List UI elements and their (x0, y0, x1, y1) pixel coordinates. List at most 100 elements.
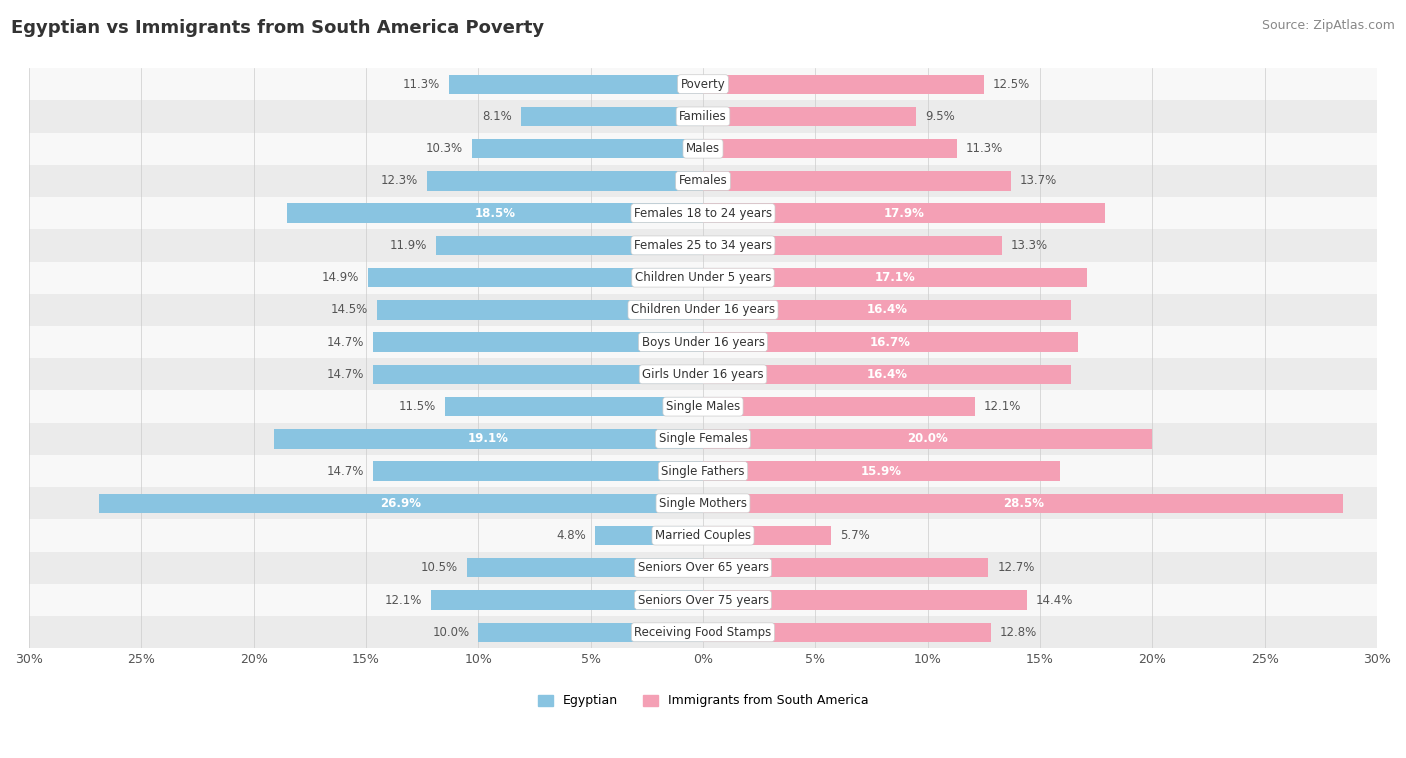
Bar (377, 300, 703, 320)
Text: 9.5%: 9.5% (925, 110, 955, 123)
Bar (373, 365, 703, 384)
Text: 13.3%: 13.3% (1011, 239, 1047, 252)
Bar (30, 197, 1376, 229)
Bar (703, 300, 1071, 320)
Bar (30, 229, 1376, 262)
Bar (373, 333, 703, 352)
Bar (703, 462, 1060, 481)
Bar (703, 365, 1071, 384)
Text: Single Mothers: Single Mothers (659, 496, 747, 510)
Text: 16.4%: 16.4% (866, 368, 908, 381)
Bar (30, 487, 1376, 519)
Bar (432, 590, 703, 609)
Text: 12.8%: 12.8% (1000, 626, 1036, 639)
Text: 20.0%: 20.0% (907, 432, 948, 446)
Text: 11.3%: 11.3% (966, 143, 1002, 155)
Text: 15.9%: 15.9% (860, 465, 903, 478)
Text: 11.9%: 11.9% (389, 239, 426, 252)
Bar (449, 74, 703, 94)
Text: Boys Under 16 years: Boys Under 16 years (641, 336, 765, 349)
Bar (426, 171, 703, 190)
Text: 14.4%: 14.4% (1036, 594, 1073, 606)
Bar (373, 462, 703, 481)
Text: 12.7%: 12.7% (997, 562, 1035, 575)
Bar (30, 326, 1376, 359)
Text: 26.9%: 26.9% (380, 496, 422, 510)
Bar (595, 526, 703, 545)
Text: 11.3%: 11.3% (404, 77, 440, 91)
Bar (30, 455, 1376, 487)
Bar (703, 107, 917, 126)
Bar (703, 236, 1002, 255)
Bar (703, 493, 1343, 513)
Text: 16.7%: 16.7% (870, 336, 911, 349)
Text: 17.1%: 17.1% (875, 271, 915, 284)
Legend: Egyptian, Immigrants from South America: Egyptian, Immigrants from South America (533, 690, 873, 713)
Text: 14.9%: 14.9% (322, 271, 359, 284)
Text: 17.9%: 17.9% (883, 207, 925, 220)
Bar (30, 359, 1376, 390)
Text: Children Under 5 years: Children Under 5 years (634, 271, 772, 284)
Text: Girls Under 16 years: Girls Under 16 years (643, 368, 763, 381)
Text: Seniors Over 75 years: Seniors Over 75 years (637, 594, 769, 606)
Bar (703, 171, 1011, 190)
Text: 4.8%: 4.8% (557, 529, 586, 542)
Bar (471, 139, 703, 158)
Text: Females: Females (679, 174, 727, 187)
Bar (274, 429, 703, 449)
Bar (30, 552, 1376, 584)
Text: Families: Families (679, 110, 727, 123)
Text: 12.5%: 12.5% (993, 77, 1031, 91)
Text: Married Couples: Married Couples (655, 529, 751, 542)
Bar (467, 558, 703, 578)
Bar (30, 584, 1376, 616)
Bar (436, 236, 703, 255)
Bar (30, 519, 1376, 552)
Bar (30, 616, 1376, 648)
Bar (703, 268, 1087, 287)
Text: 14.5%: 14.5% (330, 303, 368, 316)
Bar (444, 397, 703, 416)
Bar (30, 133, 1376, 164)
Text: Single Males: Single Males (666, 400, 740, 413)
Text: Males: Males (686, 143, 720, 155)
Text: 8.1%: 8.1% (482, 110, 512, 123)
Text: Receiving Food Stamps: Receiving Food Stamps (634, 626, 772, 639)
Text: 12.1%: 12.1% (385, 594, 422, 606)
Bar (30, 294, 1376, 326)
Bar (703, 590, 1026, 609)
Bar (703, 333, 1078, 352)
Text: 11.5%: 11.5% (398, 400, 436, 413)
Text: 13.7%: 13.7% (1019, 174, 1057, 187)
Text: 10.0%: 10.0% (432, 626, 470, 639)
Text: Children Under 16 years: Children Under 16 years (631, 303, 775, 316)
Bar (30, 262, 1376, 294)
Text: 5.7%: 5.7% (839, 529, 870, 542)
Text: 12.3%: 12.3% (381, 174, 418, 187)
Text: 28.5%: 28.5% (1002, 496, 1043, 510)
Text: Females 18 to 24 years: Females 18 to 24 years (634, 207, 772, 220)
Text: Females 25 to 34 years: Females 25 to 34 years (634, 239, 772, 252)
Bar (703, 429, 1153, 449)
Bar (478, 622, 703, 642)
Bar (703, 526, 831, 545)
Bar (703, 139, 957, 158)
Text: 12.1%: 12.1% (984, 400, 1021, 413)
Bar (703, 74, 984, 94)
Text: Egyptian vs Immigrants from South America Poverty: Egyptian vs Immigrants from South Americ… (11, 19, 544, 37)
Bar (30, 68, 1376, 100)
Bar (703, 397, 974, 416)
Bar (30, 390, 1376, 423)
Bar (703, 203, 1105, 223)
Bar (30, 100, 1376, 133)
Text: Seniors Over 65 years: Seniors Over 65 years (637, 562, 769, 575)
Text: 16.4%: 16.4% (866, 303, 908, 316)
Text: 14.7%: 14.7% (326, 465, 364, 478)
Text: 18.5%: 18.5% (475, 207, 516, 220)
Bar (287, 203, 703, 223)
Text: Source: ZipAtlas.com: Source: ZipAtlas.com (1261, 19, 1395, 32)
Bar (703, 558, 988, 578)
Bar (30, 423, 1376, 455)
Text: Single Females: Single Females (658, 432, 748, 446)
Text: 19.1%: 19.1% (468, 432, 509, 446)
